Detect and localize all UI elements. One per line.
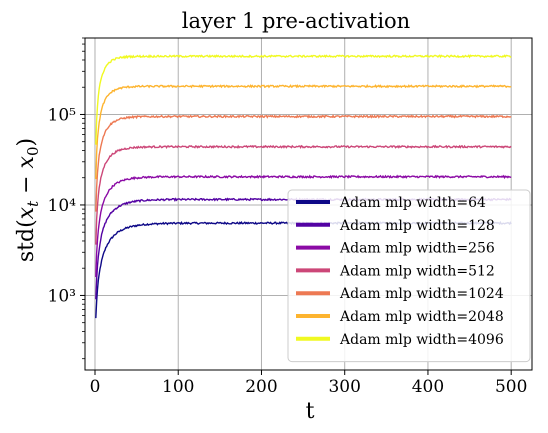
x-tick-label: 400 xyxy=(412,377,444,397)
legend-label-6: Adam mlp width=4096 xyxy=(339,332,504,348)
x-axis-label: t xyxy=(306,399,315,424)
axis-ticks: 0 100 200 300 400 500 10³ 10⁴ 10⁵ xyxy=(48,37,527,397)
legend: Adam mlp width=64 Adam mlp width=128 Adam … xyxy=(287,189,531,363)
legend-label-4: Adam mlp width=1024 xyxy=(339,286,504,302)
chart-title: layer 1 pre-activation xyxy=(182,9,410,33)
legend-box xyxy=(287,189,531,363)
x-tick-label: 300 xyxy=(328,377,360,397)
x-tick-label: 100 xyxy=(162,377,194,397)
y-tick-label: 10³ xyxy=(48,286,76,306)
legend-label-3: Adam mlp width=512 xyxy=(339,263,495,279)
series-line-4 xyxy=(95,114,512,212)
series-line-6 xyxy=(95,54,512,145)
series-line-5 xyxy=(95,83,512,180)
plot-frame xyxy=(84,37,533,371)
series-line-2 xyxy=(95,174,512,278)
y-axis-label: std(xt − x0) xyxy=(14,138,42,262)
x-tick-label: 0 xyxy=(90,377,101,397)
legend-label-0: Adam mlp width=64 xyxy=(339,195,486,211)
legend-label-5: Adam mlp width=2048 xyxy=(339,309,504,325)
legend-label-2: Adam mlp width=256 xyxy=(339,241,495,257)
y-tick-label: 10⁵ xyxy=(48,105,77,125)
y-tick-label: 10⁴ xyxy=(48,196,77,216)
x-tick-label: 200 xyxy=(245,377,277,397)
x-tick-label: 500 xyxy=(495,377,527,397)
series-line-3 xyxy=(95,144,512,245)
legend-label-1: Adam mlp width=128 xyxy=(339,218,495,234)
